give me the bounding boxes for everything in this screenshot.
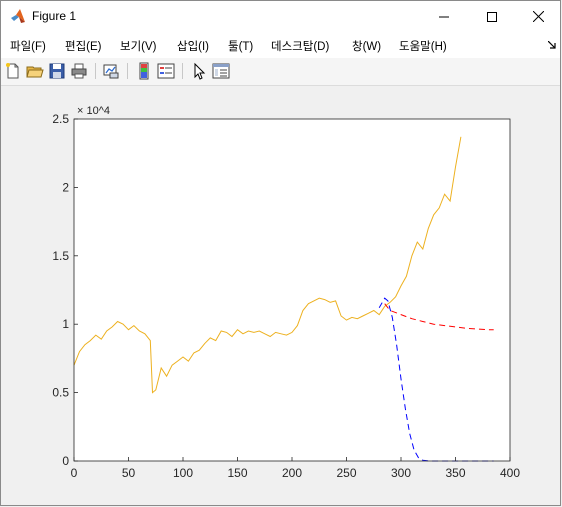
x-tick-label: 200	[282, 466, 302, 480]
x-tick-label: 350	[445, 466, 465, 480]
x-tick-label: 150	[227, 466, 247, 480]
y-exponent-label: × 10^4	[77, 105, 110, 117]
axes-background	[74, 119, 510, 461]
y-tick-label: 1	[62, 317, 69, 331]
y-tick-label: 0	[62, 454, 69, 468]
x-tick-label: 300	[391, 466, 411, 480]
y-tick-label: 0.5	[52, 386, 69, 400]
x-tick-label: 400	[500, 466, 520, 480]
x-tick-label: 0	[71, 466, 78, 480]
y-tick-label: 2	[62, 180, 69, 194]
x-tick-label: 100	[173, 466, 193, 480]
y-tick-label: 2.5	[52, 112, 69, 126]
y-tick-label: 1.5	[52, 249, 69, 263]
x-tick-label: 250	[336, 466, 356, 480]
x-tick-label: 50	[122, 466, 136, 480]
